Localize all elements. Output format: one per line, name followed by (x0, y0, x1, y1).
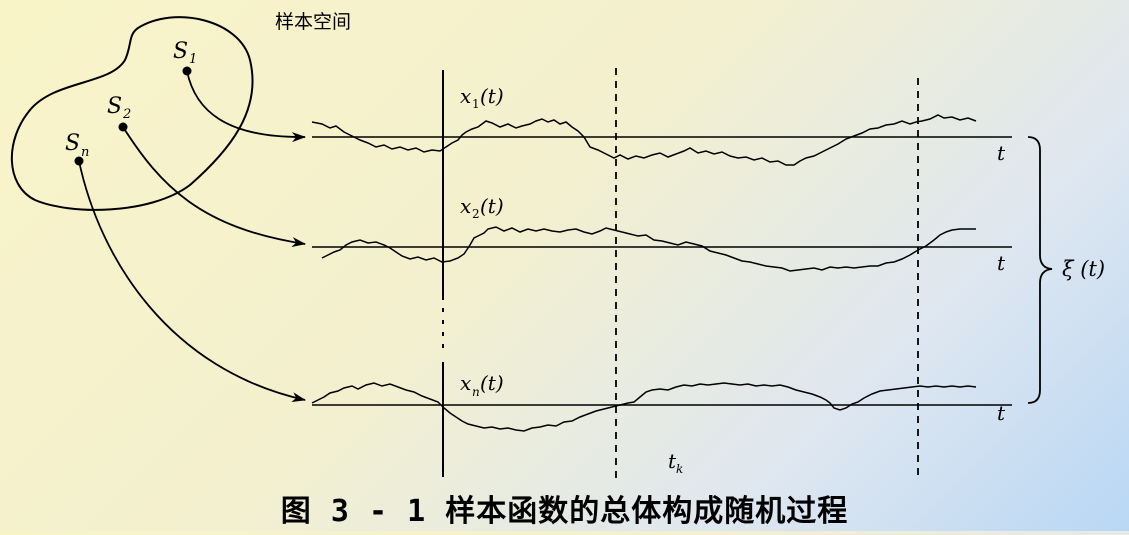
mapping-arrow-sn (78, 160, 306, 403)
axis-t-label-2: t (997, 251, 1006, 275)
time-tk-letter: t (668, 449, 677, 473)
mapping-arrow-s1 (186, 70, 306, 143)
sample-space-label: 样本空间 (275, 11, 351, 33)
sample-sn-sub: n (81, 145, 89, 160)
axis-t-label-1: t (997, 141, 1006, 165)
curve-xn-arg: (t) (480, 371, 504, 395)
curve-x1-sub: 1 (472, 97, 480, 111)
time-tk-sub: k (676, 462, 683, 476)
process-brace (1027, 136, 1053, 404)
sample-space-boundary (10, 16, 254, 211)
axis-t-label-n: t (997, 401, 1006, 425)
curve-x1-name: x (460, 84, 471, 108)
sample-s2-letter: S (107, 94, 122, 119)
curve-x2-name: x (460, 194, 471, 218)
curve-xn-sub: n (472, 385, 480, 399)
curve-x2-arg: (t) (480, 194, 504, 218)
sample-s1-letter: S (173, 39, 188, 64)
figure-caption: 图 3 - 1 样本函数的总体构成随机过程 (280, 494, 849, 529)
curve-x1-arg: (t) (480, 84, 504, 108)
sample-sn-letter: S (65, 131, 80, 156)
sample-function-xn (311, 382, 977, 432)
curve-x2-sub: 2 (472, 207, 480, 221)
sample-s1-sub: 1 (189, 52, 197, 67)
process-label: ξ (t) (1062, 257, 1105, 281)
sample-function-x2 (321, 226, 976, 272)
mapping-arrow-s2 (122, 126, 306, 247)
curve-xn-name: x (460, 371, 471, 395)
sample-s2-sub: 2 (122, 107, 131, 122)
sample-function-x1 (311, 114, 977, 166)
